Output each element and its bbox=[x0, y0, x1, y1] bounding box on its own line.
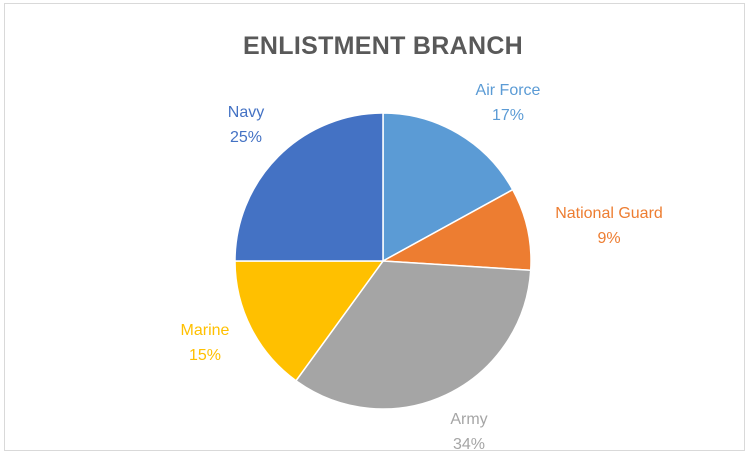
pie-slice-marine bbox=[234, 260, 385, 382]
slice-label-percent: 17% bbox=[492, 107, 524, 124]
pie-slice-army bbox=[294, 260, 532, 410]
slice-label-percent: 15% bbox=[189, 347, 221, 364]
slice-label-name: Marine bbox=[181, 322, 230, 339]
data-label-army: Army 34% bbox=[450, 411, 487, 453]
data-label-national-guard: National Guard 9% bbox=[555, 205, 663, 247]
slice-label-name: National Guard bbox=[555, 205, 663, 222]
slice-label-percent: 34% bbox=[453, 436, 485, 453]
slice-label-name: Navy bbox=[228, 104, 264, 121]
pie-slice-national-guard bbox=[380, 188, 532, 272]
chart-title: ENLISTMENT BRANCH bbox=[242, 32, 524, 60]
data-label-navy: Navy 25% bbox=[228, 104, 264, 146]
slice-label-name: Air Force bbox=[476, 82, 541, 99]
data-label-marine: Marine 15% bbox=[181, 322, 230, 364]
slice-label-percent: 9% bbox=[597, 230, 620, 247]
slice-label-name: Army bbox=[450, 411, 487, 428]
pie-slice-navy bbox=[234, 112, 384, 262]
pie-slice-air-force bbox=[382, 112, 514, 263]
slice-label-percent: 25% bbox=[230, 129, 262, 146]
data-label-air-force: Air Force 17% bbox=[476, 82, 541, 124]
